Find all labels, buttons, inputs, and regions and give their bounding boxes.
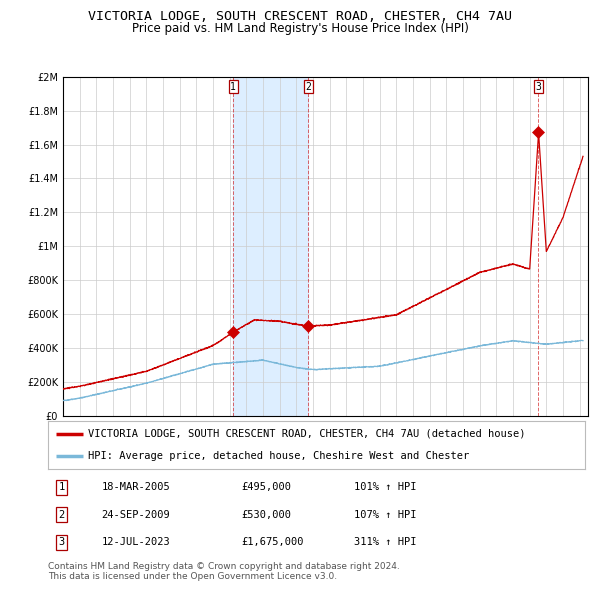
Text: 2: 2 [305,82,311,92]
Text: £1,675,000: £1,675,000 [241,537,304,547]
Text: HPI: Average price, detached house, Cheshire West and Chester: HPI: Average price, detached house, Ches… [88,451,470,461]
Text: 18-MAR-2005: 18-MAR-2005 [102,483,170,493]
Text: 24-SEP-2009: 24-SEP-2009 [102,510,170,520]
Text: 101% ↑ HPI: 101% ↑ HPI [354,483,416,493]
Text: VICTORIA LODGE, SOUTH CRESCENT ROAD, CHESTER, CH4 7AU (detached house): VICTORIA LODGE, SOUTH CRESCENT ROAD, CHE… [88,429,526,439]
Text: VICTORIA LODGE, SOUTH CRESCENT ROAD, CHESTER, CH4 7AU: VICTORIA LODGE, SOUTH CRESCENT ROAD, CHE… [88,10,512,23]
Text: 12-JUL-2023: 12-JUL-2023 [102,537,170,547]
Text: 2: 2 [58,510,65,520]
Text: Contains HM Land Registry data © Crown copyright and database right 2024.: Contains HM Land Registry data © Crown c… [48,562,400,571]
Text: 3: 3 [58,537,65,547]
Text: £530,000: £530,000 [241,510,292,520]
Text: Price paid vs. HM Land Registry's House Price Index (HPI): Price paid vs. HM Land Registry's House … [131,22,469,35]
Bar [233,77,308,416]
Text: 3: 3 [536,82,541,92]
Text: £495,000: £495,000 [241,483,292,493]
Text: 311% ↑ HPI: 311% ↑ HPI [354,537,416,547]
Text: 107% ↑ HPI: 107% ↑ HPI [354,510,416,520]
Text: 1: 1 [230,82,236,92]
Text: 1: 1 [58,483,65,493]
Text: This data is licensed under the Open Government Licence v3.0.: This data is licensed under the Open Gov… [48,572,337,581]
